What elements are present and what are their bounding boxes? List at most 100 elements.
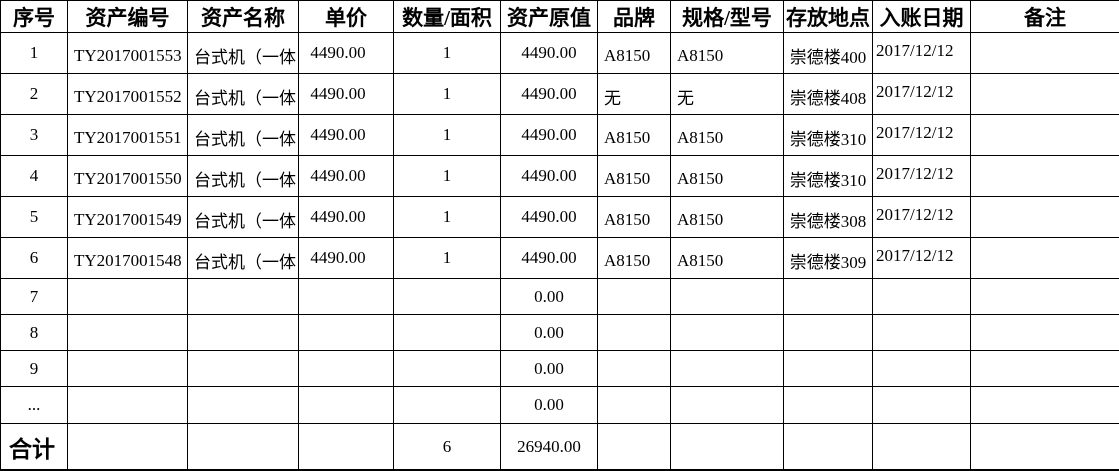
cell-model[interactable]	[671, 315, 784, 351]
cell-model[interactable]: A8150	[671, 238, 784, 279]
cell-asset-no[interactable]	[68, 424, 188, 471]
cell-original-value[interactable]: 4490.00	[501, 156, 598, 197]
cell-location[interactable]	[784, 424, 873, 471]
cell-unit-price[interactable]	[299, 279, 394, 315]
cell-remark[interactable]	[971, 197, 1119, 238]
cell-model[interactable]	[671, 424, 784, 471]
cell-asset-name[interactable]: 台式机（一体	[188, 197, 299, 238]
cell-entry-date[interactable]	[873, 279, 971, 315]
column-header-entry-date[interactable]: 入账日期	[873, 1, 971, 33]
cell-quantity[interactable]: 6	[394, 424, 501, 471]
cell-asset-name[interactable]	[188, 279, 299, 315]
column-header-unit-price[interactable]: 单价	[299, 1, 394, 33]
cell-remark[interactable]	[971, 33, 1119, 74]
cell-quantity[interactable]	[394, 279, 501, 315]
cell-unit-price[interactable]: 4490.00	[299, 33, 394, 74]
cell-asset-name[interactable]: 台式机（一体	[188, 115, 299, 156]
cell-asset-no[interactable]: TY2017001552	[68, 74, 188, 115]
cell-index[interactable]: 2	[1, 74, 68, 115]
cell-quantity[interactable]: 1	[394, 115, 501, 156]
cell-location[interactable]: 崇德楼309	[784, 238, 873, 279]
cell-remark[interactable]	[971, 74, 1119, 115]
cell-asset-no[interactable]: TY2017001549	[68, 197, 188, 238]
cell-model[interactable]: A8150	[671, 33, 784, 74]
cell-brand[interactable]: A8150	[598, 238, 671, 279]
cell-location[interactable]	[784, 279, 873, 315]
cell-brand[interactable]: 无	[598, 74, 671, 115]
cell-original-value[interactable]: 0.00	[501, 279, 598, 315]
cell-brand[interactable]	[598, 315, 671, 351]
cell-model[interactable]: A8150	[671, 115, 784, 156]
cell-unit-price[interactable]: 4490.00	[299, 115, 394, 156]
cell-original-value[interactable]: 4490.00	[501, 33, 598, 74]
cell-index[interactable]: 7	[1, 279, 68, 315]
cell-original-value[interactable]: 4490.00	[501, 115, 598, 156]
cell-entry-date[interactable]: 2017/12/12	[873, 156, 971, 197]
column-header-original-value[interactable]: 资产原值	[501, 1, 598, 33]
cell-index[interactable]: 8	[1, 315, 68, 351]
cell-brand[interactable]	[598, 424, 671, 471]
cell-original-value[interactable]: 0.00	[501, 315, 598, 351]
cell-index[interactable]: 9	[1, 351, 68, 387]
cell-location[interactable]: 崇德楼310	[784, 156, 873, 197]
cell-index[interactable]: 5	[1, 197, 68, 238]
cell-model[interactable]: A8150	[671, 156, 784, 197]
cell-brand[interactable]: A8150	[598, 115, 671, 156]
cell-index[interactable]: 合计	[1, 424, 68, 471]
cell-location[interactable]	[784, 351, 873, 387]
cell-unit-price[interactable]: 4490.00	[299, 238, 394, 279]
cell-entry-date[interactable]	[873, 351, 971, 387]
cell-asset-no[interactable]: TY2017001553	[68, 33, 188, 74]
cell-location[interactable]: 崇德楼308	[784, 197, 873, 238]
column-header-index[interactable]: 序号	[1, 1, 68, 33]
cell-quantity[interactable]: 1	[394, 197, 501, 238]
cell-quantity[interactable]	[394, 315, 501, 351]
cell-asset-name[interactable]	[188, 351, 299, 387]
cell-model[interactable]	[671, 279, 784, 315]
cell-original-value[interactable]: 4490.00	[501, 197, 598, 238]
cell-entry-date[interactable]: 2017/12/12	[873, 74, 971, 115]
cell-model[interactable]: A8150	[671, 197, 784, 238]
cell-location[interactable]: 崇德楼408	[784, 74, 873, 115]
cell-asset-no[interactable]: TY2017001548	[68, 238, 188, 279]
cell-asset-no[interactable]	[68, 315, 188, 351]
cell-asset-name[interactable]: 台式机（一体	[188, 33, 299, 74]
cell-remark[interactable]	[971, 156, 1119, 197]
cell-index[interactable]: 3	[1, 115, 68, 156]
cell-original-value[interactable]: 26940.00	[501, 424, 598, 471]
cell-remark[interactable]	[971, 351, 1119, 387]
cell-original-value[interactable]: 4490.00	[501, 238, 598, 279]
cell-entry-date[interactable]	[873, 424, 971, 471]
cell-brand[interactable]: A8150	[598, 197, 671, 238]
cell-location[interactable]: 崇德楼400	[784, 33, 873, 74]
cell-entry-date[interactable]: 2017/12/12	[873, 238, 971, 279]
cell-unit-price[interactable]: 4490.00	[299, 156, 394, 197]
cell-unit-price[interactable]: 4490.00	[299, 74, 394, 115]
cell-model[interactable]: 无	[671, 74, 784, 115]
column-header-location[interactable]: 存放地点	[784, 1, 873, 33]
cell-quantity[interactable]: 1	[394, 156, 501, 197]
cell-asset-no[interactable]: TY2017001550	[68, 156, 188, 197]
cell-remark[interactable]	[971, 315, 1119, 351]
cell-asset-name[interactable]: 台式机（一体	[188, 74, 299, 115]
cell-asset-name[interactable]	[188, 315, 299, 351]
cell-remark[interactable]	[971, 424, 1119, 471]
cell-brand[interactable]: A8150	[598, 33, 671, 74]
cell-asset-no[interactable]	[68, 279, 188, 315]
cell-entry-date[interactable]: 2017/12/12	[873, 33, 971, 74]
cell-entry-date[interactable]: 2017/12/12	[873, 115, 971, 156]
cell-remark[interactable]	[971, 115, 1119, 156]
cell-asset-name[interactable]	[188, 424, 299, 471]
cell-remark[interactable]	[971, 238, 1119, 279]
cell-unit-price[interactable]	[299, 315, 394, 351]
cell-asset-no[interactable]: TY2017001551	[68, 115, 188, 156]
cell-quantity[interactable]	[394, 351, 501, 387]
cell-model[interactable]	[671, 351, 784, 387]
cell-quantity[interactable]: 1	[394, 74, 501, 115]
cell-index[interactable]: 6	[1, 238, 68, 279]
cell-entry-date[interactable]: 2017/12/12	[873, 197, 971, 238]
cell-unit-price[interactable]: 4490.00	[299, 197, 394, 238]
cell-asset-no[interactable]	[68, 351, 188, 387]
cell-asset-name[interactable]: 台式机（一体	[188, 238, 299, 279]
column-header-quantity[interactable]: 数量/面积	[394, 1, 501, 33]
